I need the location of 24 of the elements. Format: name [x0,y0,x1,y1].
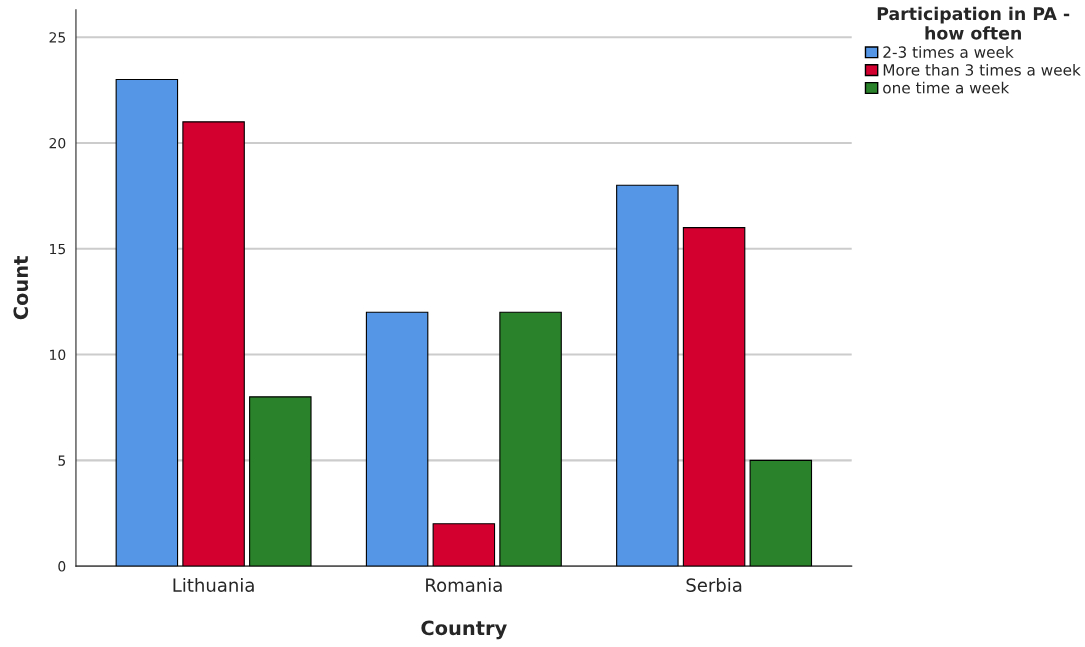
bar [115,78,179,567]
bar [249,396,312,567]
y-tick-label: 5 [58,455,66,466]
bar [499,311,562,567]
legend-label: 2-3 times a week [883,46,1014,58]
y-tick-label: 20 [49,137,66,149]
y-tick-label: 0 [58,561,66,572]
bar [365,311,429,567]
bar [432,523,496,567]
x-tick-label: Lithuania [173,577,254,592]
bar [749,459,813,567]
bar [182,121,245,567]
y-tick-label: 15 [50,243,66,255]
bar [616,184,679,567]
legend-label: More than 3 times a week [883,63,1081,76]
x-tick-label: Romania [426,577,502,592]
x-axis-title: Country [421,620,507,640]
y-tick-label: 10 [50,349,66,361]
y-axis-title: Count [13,256,29,320]
y-tick-label: 25 [49,32,66,43]
bar [682,227,746,567]
legend-label: one time a week [883,81,1010,94]
legend-title: Participation in PA - how often [877,6,1070,40]
x-tick-label: Serbia [686,577,742,592]
